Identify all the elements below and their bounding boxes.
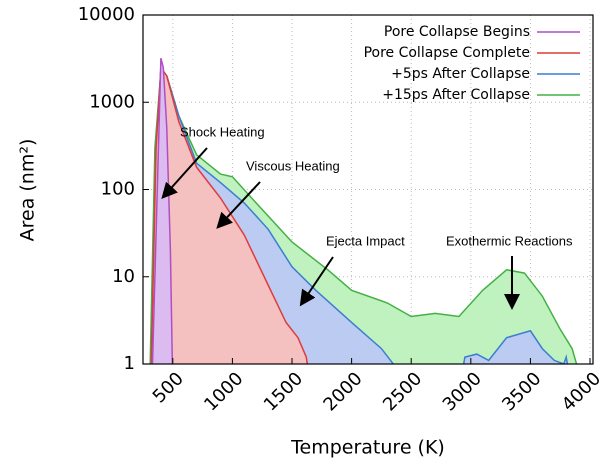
line bbox=[151, 58, 174, 364]
legend-label: +5ps After Collapse bbox=[391, 66, 530, 82]
x-tick-label: 2500 bbox=[379, 368, 426, 415]
area bbox=[152, 58, 173, 364]
annotation: Shock Heating bbox=[180, 124, 265, 139]
legend-label: +15ps After Collapse bbox=[382, 87, 530, 103]
x-axis-label: Temperature (K) bbox=[290, 437, 445, 459]
y-tick-label: 1000 bbox=[89, 91, 135, 112]
x-tick-label: 500 bbox=[149, 368, 188, 407]
annotation: Viscous Heating bbox=[246, 158, 340, 173]
y-tick-label: 10 bbox=[112, 266, 135, 287]
areas bbox=[149, 58, 578, 364]
annotations: Shock Heating Viscous Heating Ejecta Imp… bbox=[161, 124, 573, 310]
area bbox=[151, 67, 308, 364]
arrow bbox=[216, 181, 261, 229]
y-tick-label: 10000 bbox=[78, 4, 135, 25]
x-tick-label: 1500 bbox=[260, 368, 307, 415]
x-tick-label: 3500 bbox=[498, 368, 545, 415]
legend-label: Pore Collapse Complete bbox=[364, 45, 530, 61]
x-tick-label: 3000 bbox=[439, 368, 486, 415]
arrow bbox=[299, 256, 334, 307]
x-tick-label: 1000 bbox=[200, 368, 247, 415]
y-tick-label: 1 bbox=[124, 353, 135, 374]
y-axis-label: Area (nm²) bbox=[17, 139, 39, 242]
legend: Pore Collapse Begins Pore Collapse Comple… bbox=[364, 24, 580, 103]
x-tick-label: 4000 bbox=[558, 368, 605, 415]
y-tick-label: 100 bbox=[101, 179, 135, 200]
arrow bbox=[161, 147, 208, 199]
annotation: Exothermic Reactions bbox=[446, 233, 573, 248]
annotation: Ejecta Impact bbox=[326, 233, 405, 248]
legend-label: Pore Collapse Begins bbox=[384, 24, 530, 40]
line bbox=[150, 67, 569, 364]
x-tick-label: 2000 bbox=[319, 368, 366, 415]
